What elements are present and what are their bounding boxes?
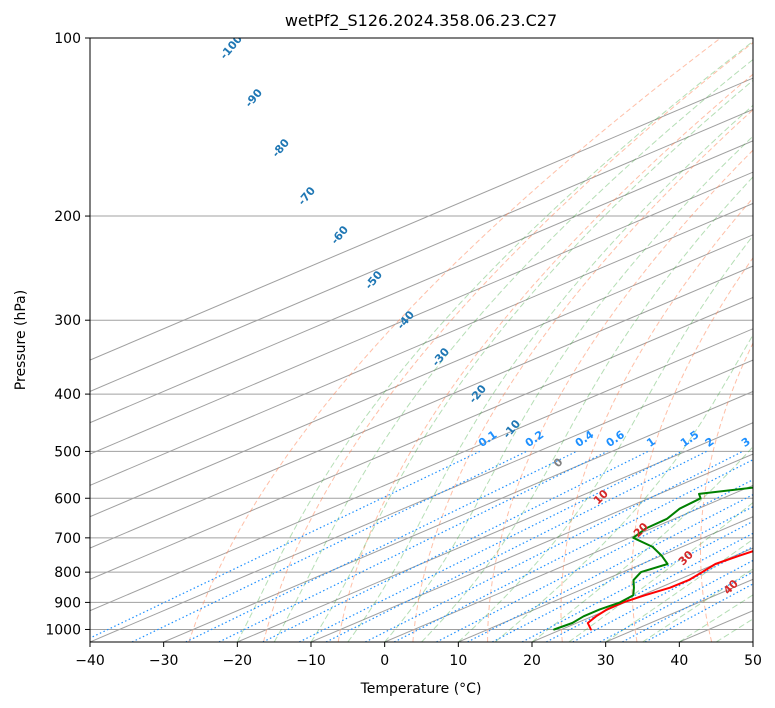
isotherm-line <box>237 422 753 642</box>
mixing-ratio-line <box>325 450 707 642</box>
y-tick-label: 700 <box>54 531 81 547</box>
isotherm-line <box>90 234 753 518</box>
dry-adiabat-line <box>560 197 753 642</box>
adiabat-lines <box>188 38 753 642</box>
isotherm-line <box>310 453 753 642</box>
y-tick-label: 200 <box>54 209 81 225</box>
x-tick-label: 50 <box>744 653 762 669</box>
mixing-ratio-line <box>218 450 608 642</box>
dry-adiabat-line <box>337 73 753 642</box>
isotherm-line <box>90 296 753 580</box>
temperature-line <box>586 550 753 631</box>
moist-adiabat-line <box>236 40 753 642</box>
mixing-ratio-line <box>185 450 577 642</box>
moist-adiabat-line <box>679 594 753 642</box>
moist-adiabat-line <box>421 176 753 642</box>
isotherm-line <box>90 328 753 612</box>
isotherm-line <box>90 359 753 642</box>
isotherm-line <box>90 108 753 392</box>
isotherm-line <box>90 202 753 486</box>
x-tick-label: 10 <box>449 653 467 669</box>
chart-title: wetPf2_S126.2024.358.06.23.C27 <box>285 11 557 31</box>
x-tick-label: −10 <box>296 653 326 669</box>
moist-adiabat-line <box>273 58 753 642</box>
x-tick-label: 20 <box>523 653 541 669</box>
y-tick-label: 100 <box>54 31 81 47</box>
dewpoint-line <box>553 486 753 631</box>
x-axis-ticks: −40 −30 −20 −10 0 10 20 30 40 50 <box>75 642 762 669</box>
x-tick-label: −30 <box>149 653 179 669</box>
y-tick-label: 600 <box>54 491 81 507</box>
x-tick-label: 30 <box>597 653 615 669</box>
y-tick-label: 400 <box>54 387 81 403</box>
sounding-series <box>553 486 753 631</box>
background-grid <box>90 38 753 642</box>
y-axis-ticks: 1000 900 800 700 600 500 400 300 200 100 <box>45 31 90 638</box>
mixing-ratio-line <box>131 450 527 642</box>
mixing-ratio-line <box>521 520 753 642</box>
isotherm-line <box>163 390 753 642</box>
x-tick-label: −20 <box>223 653 253 669</box>
plot-frame <box>89 37 754 643</box>
mixing-ratio-line <box>467 493 753 642</box>
dry-adiabat-line <box>412 109 753 642</box>
y-tick-label: 500 <box>54 444 81 460</box>
isotherm-line <box>90 140 753 424</box>
y-axis-label: Pressure (hPa) <box>13 290 29 390</box>
moist-adiabat-line <box>605 538 753 642</box>
moist-adiabat-line <box>384 135 753 642</box>
x-tick-label: 0 <box>380 653 389 669</box>
isotherm-line <box>90 171 753 455</box>
dry-adiabat-line <box>263 41 753 642</box>
mixing-ratio-line <box>491 505 753 642</box>
moist-adiabat-line <box>494 333 753 642</box>
y-tick-label: 300 <box>54 313 81 329</box>
moist-adiabat-line <box>531 445 753 642</box>
y-tick-label: 800 <box>54 565 81 581</box>
mixing-ratio-line <box>365 450 743 642</box>
mixing-ratio-line <box>298 450 682 642</box>
moist-adiabat-line <box>642 568 753 642</box>
isotherm-line <box>90 77 753 361</box>
dry-adiabat-line <box>700 341 753 642</box>
y-tick-label: 900 <box>54 595 81 611</box>
dry-adiabat-line <box>188 38 721 642</box>
isotherm-line <box>458 516 753 642</box>
mixing-ratio-line <box>90 450 480 639</box>
dry-adiabat-line <box>487 149 753 642</box>
x-axis-label: Temperature (°C) <box>360 681 482 697</box>
moist-adiabat-line <box>347 104 753 642</box>
isotherm-line <box>90 265 753 549</box>
isotherm-line <box>384 484 753 642</box>
x-tick-label: −40 <box>75 653 105 669</box>
mixing-ratio-line <box>436 479 753 642</box>
y-tick-label: 1000 <box>45 622 81 638</box>
moist-adiabat-line <box>310 79 753 642</box>
x-tick-label: 40 <box>670 653 688 669</box>
